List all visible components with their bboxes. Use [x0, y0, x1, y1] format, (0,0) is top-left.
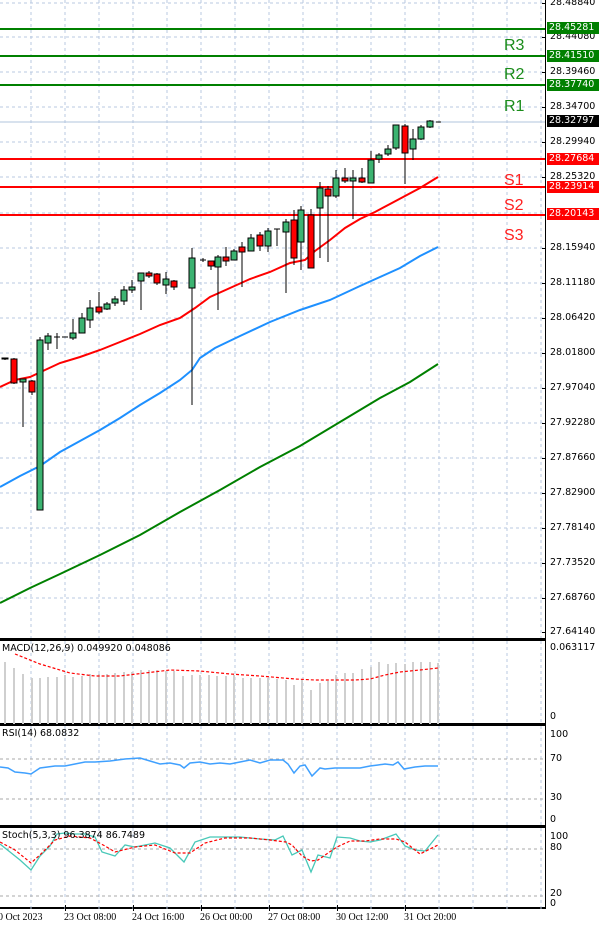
- s2-price-tag: 28.23914: [547, 181, 599, 193]
- r2-price-tag: 28.41510: [547, 50, 599, 62]
- macd-axis: 0.063117 0: [545, 640, 600, 725]
- rsi-tick-100: 100: [550, 729, 569, 740]
- macd-title: MACD(12,26,9) 0.049920 0.048086: [2, 643, 171, 654]
- macd-min-label: 0: [550, 711, 557, 722]
- time-label: 27 Oct 08:00: [268, 912, 321, 923]
- stoch-title: Stoch(5,3,3) 96.3874 86.7489: [2, 830, 146, 841]
- price-tick: 28.44080: [550, 31, 596, 42]
- r1-price-tag: 28.37740: [547, 79, 599, 91]
- time-label: 30 Oct 12:00: [336, 912, 389, 923]
- s1-price-tag: 28.27684: [547, 153, 599, 165]
- r1-label: R1: [504, 98, 525, 115]
- price-tick: 27.64140: [550, 626, 596, 637]
- price-tick: 27.68760: [550, 592, 596, 603]
- price-axis[interactable]: 28.48840 28.44080 28.39460 28.34700 28.2…: [542, 0, 600, 640]
- stoch-axis: 100 80 20 0: [545, 827, 600, 909]
- ma-fast-line: [0, 176, 439, 388]
- rsi-pane[interactable]: RSI(14) 68.0832: [0, 725, 545, 828]
- main-chart-pane[interactable]: R3 R2 R1 S1 S2 S3: [0, 0, 545, 640]
- rsi-tick-70: 70: [550, 753, 563, 764]
- stoch-tick-20: 20: [550, 888, 563, 899]
- stoch-k-line: [0, 832, 439, 874]
- time-label: 26 Oct 00:00: [200, 912, 253, 923]
- time-label: 20 Oct 2023: [0, 912, 43, 923]
- price-tick: 28.01800: [550, 347, 596, 358]
- price-tick: 28.34700: [550, 101, 596, 112]
- price-tick: 28.06420: [550, 312, 596, 323]
- price-tick: 28.15940: [550, 242, 596, 253]
- price-tick: 28.11180: [550, 277, 596, 288]
- price-tick: 28.39460: [550, 66, 596, 77]
- s1-label: S1: [504, 172, 524, 189]
- stoch-canvas: [0, 828, 545, 910]
- rsi-axis: 100 70 30 0: [545, 725, 600, 827]
- price-tick: 27.82900: [550, 487, 596, 498]
- rsi-line: [0, 757, 438, 778]
- rsi-title: RSI(14) 68.0832: [2, 728, 80, 739]
- macd-canvas: [4, 641, 542, 726]
- price-tick: 27.97040: [550, 382, 596, 393]
- ma-mid-line: [0, 246, 439, 488]
- time-label: 31 Oct 20:00: [404, 912, 457, 923]
- price-tick: 28.25320: [550, 171, 596, 182]
- s3-price-tag: 28.20143: [547, 208, 599, 220]
- stoch-tick-0: 0: [550, 898, 557, 909]
- price-tick: 27.92280: [550, 417, 596, 428]
- stoch-d-line: [0, 835, 439, 864]
- candles: [1, 120, 441, 511]
- r2-label: R2: [504, 66, 525, 83]
- rsi-tick-30: 30: [550, 792, 563, 803]
- rsi-canvas: [0, 726, 545, 828]
- time-label: 24 Oct 16:00: [132, 912, 185, 923]
- s2-label: S2: [504, 197, 524, 214]
- macd-max-label: 0.063117: [550, 642, 596, 653]
- macd-pane[interactable]: MACD(12,26,9) 0.049920 0.048086: [0, 640, 545, 726]
- price-tick: 28.48840: [550, 0, 596, 8]
- price-tick: 27.87660: [550, 452, 596, 463]
- price-chart-canvas: [0, 0, 545, 638]
- macd-histogram: [4, 662, 439, 724]
- stoch-tick-80: 80: [550, 842, 563, 853]
- r3-label: R3: [504, 37, 525, 54]
- stoch-tick-100: 100: [550, 831, 569, 842]
- current-price-tag: 28.32797: [547, 115, 599, 127]
- stoch-pane[interactable]: Stoch(5,3,3) 96.3874 86.7489: [0, 827, 545, 910]
- time-label: 23 Oct 08:00: [64, 912, 117, 923]
- s3-label: S3: [504, 227, 524, 244]
- rsi-tick-0: 0: [550, 814, 557, 825]
- price-tick: 28.29940: [550, 136, 596, 147]
- price-tick: 27.78140: [550, 522, 596, 533]
- price-tick: 27.73520: [550, 557, 596, 568]
- ma-slow-line: [0, 363, 439, 604]
- r3-price-tag: 28.45281: [547, 22, 599, 34]
